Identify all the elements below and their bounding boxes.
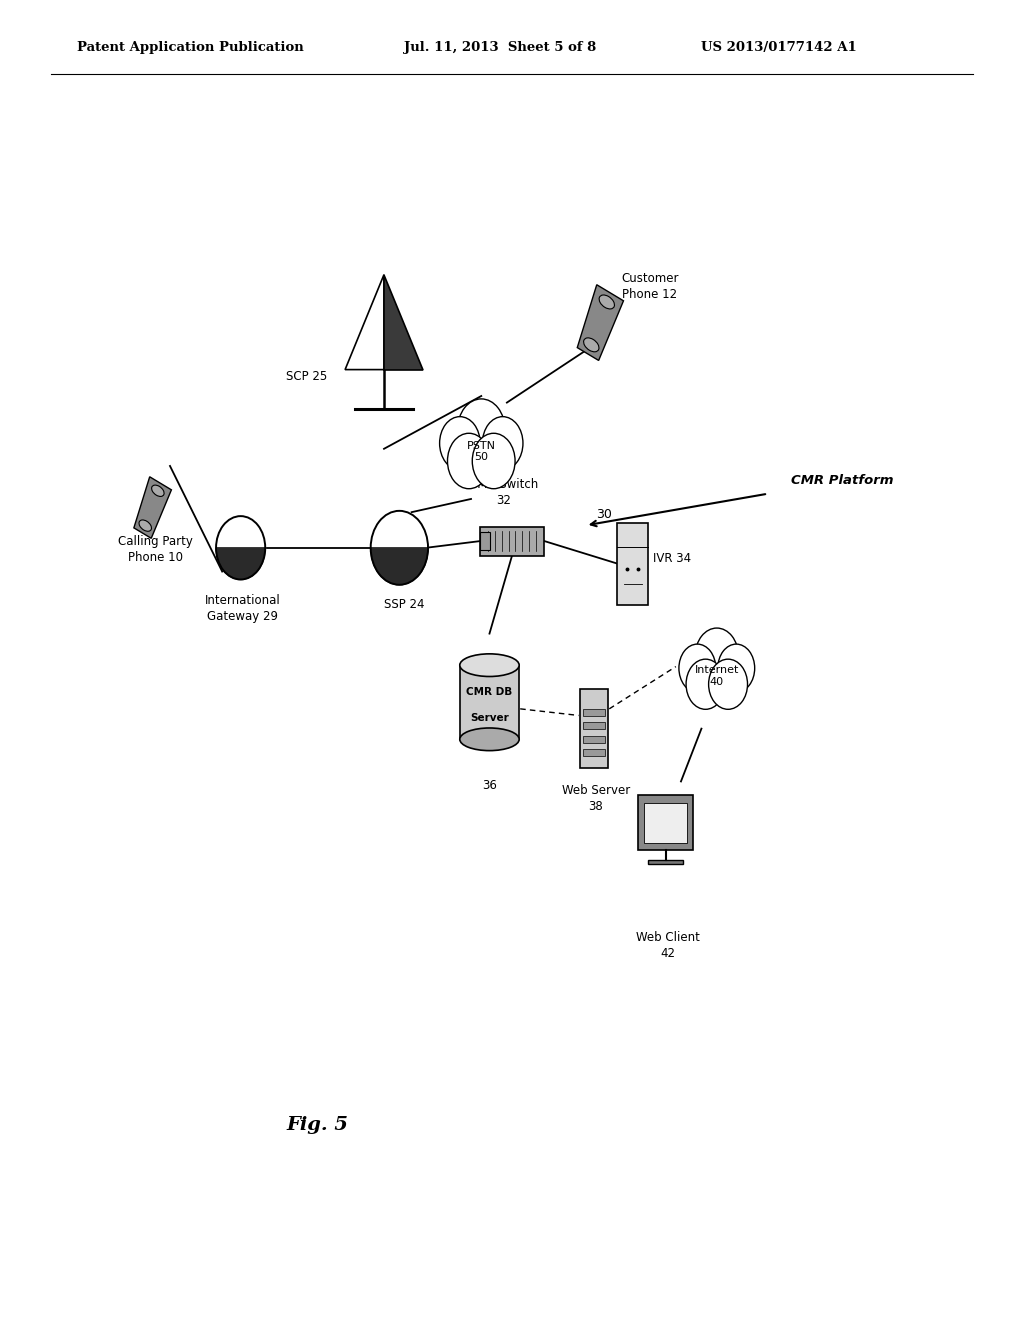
Bar — [580, 689, 608, 768]
Text: CMR DB: CMR DB — [466, 686, 513, 697]
Polygon shape — [578, 285, 624, 360]
Text: IVR 34: IVR 34 — [653, 552, 691, 565]
Bar — [583, 750, 605, 756]
Polygon shape — [345, 275, 384, 370]
Text: Web Server
38: Web Server 38 — [562, 784, 630, 813]
Text: CMR Switch
32: CMR Switch 32 — [469, 478, 539, 507]
Ellipse shape — [447, 433, 490, 488]
Text: PSTN
50: PSTN 50 — [467, 441, 496, 462]
Text: 30: 30 — [596, 508, 612, 521]
Text: Fig. 5: Fig. 5 — [287, 1115, 348, 1134]
Text: International
Gateway 29: International Gateway 29 — [205, 594, 281, 623]
Polygon shape — [216, 548, 265, 579]
Bar — [583, 709, 605, 715]
Ellipse shape — [584, 338, 599, 352]
Text: Server: Server — [470, 713, 509, 723]
Ellipse shape — [695, 628, 738, 684]
Bar — [644, 803, 687, 842]
Polygon shape — [371, 548, 428, 585]
Bar — [638, 795, 693, 850]
Ellipse shape — [679, 644, 716, 692]
Text: SSP 24: SSP 24 — [384, 598, 425, 611]
Text: Patent Application Publication: Patent Application Publication — [77, 41, 303, 54]
Bar — [648, 861, 683, 865]
Polygon shape — [384, 275, 423, 370]
Text: Customer
Phone 12: Customer Phone 12 — [622, 272, 679, 301]
Text: 36: 36 — [482, 779, 497, 792]
Text: US 2013/0177142 A1: US 2013/0177142 A1 — [701, 41, 857, 54]
Ellipse shape — [152, 486, 164, 496]
Bar — [460, 665, 519, 739]
Bar — [617, 523, 648, 605]
Polygon shape — [216, 516, 265, 548]
Text: SCP 25: SCP 25 — [287, 370, 328, 383]
Polygon shape — [134, 477, 171, 539]
Text: Jul. 11, 2013  Sheet 5 of 8: Jul. 11, 2013 Sheet 5 of 8 — [404, 41, 597, 54]
Text: CMR Platform: CMR Platform — [791, 474, 893, 487]
Bar — [583, 735, 605, 743]
Ellipse shape — [472, 433, 515, 488]
Ellipse shape — [599, 294, 614, 309]
Ellipse shape — [458, 399, 505, 459]
Text: Internet
40: Internet 40 — [694, 665, 739, 686]
Polygon shape — [371, 511, 428, 548]
Ellipse shape — [460, 727, 519, 751]
Bar — [480, 527, 544, 556]
Ellipse shape — [460, 653, 519, 676]
Bar — [480, 532, 489, 550]
Ellipse shape — [482, 417, 523, 470]
Ellipse shape — [718, 644, 755, 692]
Ellipse shape — [709, 659, 748, 709]
Bar — [583, 722, 605, 730]
Ellipse shape — [139, 520, 152, 531]
Ellipse shape — [686, 659, 725, 709]
Text: Calling Party
Phone 10: Calling Party Phone 10 — [118, 535, 194, 564]
Text: Web Client
42: Web Client 42 — [636, 931, 699, 960]
Ellipse shape — [439, 417, 480, 470]
